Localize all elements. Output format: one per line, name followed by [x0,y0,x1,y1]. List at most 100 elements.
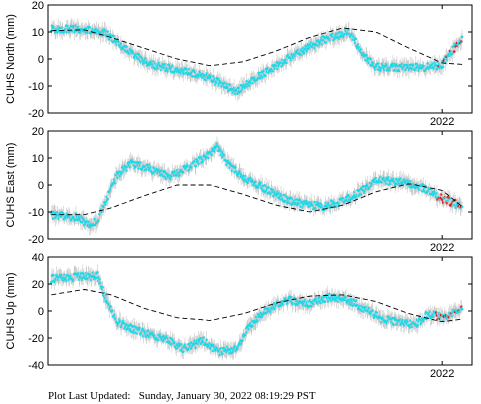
y-tick-label: -20 [28,234,44,246]
data-point [341,197,345,200]
data-point [197,162,200,166]
data-point [204,157,208,161]
data-point [218,353,222,357]
data-point [244,174,247,178]
y-axis-label: CUHS North (mm) [5,14,17,104]
data-point [354,37,358,41]
y-tick-label: 0 [38,54,44,66]
y-tick-label: -40 [28,360,44,372]
data-point [272,302,276,305]
x-tick-label: 2022 [430,368,454,380]
data-point [344,295,348,299]
y-axis-label: CUHS East (mm) [5,143,17,228]
y-tick-label: -20 [28,108,44,120]
data-point [449,197,452,200]
data-point [367,306,371,310]
data-point [397,69,401,73]
data-point [441,65,445,69]
data-point [313,200,317,204]
recent-point [452,50,456,53]
data-point [163,63,167,66]
data-point [371,309,375,312]
data-point [88,25,91,29]
data-points [50,136,464,236]
data-point [327,299,330,303]
data-point [393,62,397,66]
data-point [408,326,412,329]
data-point [62,212,65,215]
data-point [448,54,451,57]
data-point [202,158,205,162]
data-point [120,172,123,175]
north-panel: -20 -10 0 10 20 2022 CUHS North (mm) [5,0,473,128]
data-point [300,200,304,204]
data-point [271,70,275,73]
y-tick-label: 20 [32,279,44,291]
data-point [338,30,342,34]
data-point [122,321,126,325]
data-point [166,70,170,73]
data-point [264,74,267,77]
data-point [360,193,363,196]
data-point [245,79,248,83]
data-point [420,190,424,193]
data-point [204,78,208,82]
recent-point [460,40,463,43]
data-point [66,25,70,28]
data-point [433,189,436,193]
trend-curve [51,27,463,67]
y-tick-label: 10 [32,153,44,165]
x-tick-label: 2022 [430,242,454,254]
data-point [329,199,333,202]
footer-label: Plot Last Updated: [48,390,131,402]
data-point [262,69,266,73]
data-point [162,339,165,343]
up-panel: -40 -20 0 20 40 2022 CUHS Up (mm) [5,252,473,380]
data-point [234,166,238,169]
data-point [460,35,464,39]
data-point [210,153,214,157]
data-point [223,153,226,157]
data-point [112,34,115,38]
data-point [460,307,464,311]
data-point [303,298,307,302]
data-point [125,169,128,172]
data-point [125,45,128,48]
data-point [399,177,403,180]
data-point [128,328,132,331]
data-point [367,61,371,65]
data-point [216,77,220,80]
data-point [156,338,160,342]
data-point [315,297,318,301]
data-point [451,52,454,56]
data-point [202,336,206,339]
data-point [128,165,132,169]
data-point [138,53,141,56]
data-point [62,279,66,282]
data-point [51,217,55,220]
data-point [432,315,435,319]
data-point [52,274,55,277]
data-point [182,350,185,354]
x-tick-label: 2022 [430,116,454,128]
y-tick-label: 0 [38,306,44,318]
east-panel: -20 -10 0 10 20 2022 CUHS East (mm) [5,126,473,254]
data-point [194,346,198,349]
data-point [305,50,309,53]
data-point [375,311,379,314]
y-tick-label: -20 [28,333,44,345]
data-point [324,41,328,44]
data-point [230,169,234,172]
data-point [280,65,283,68]
data-point [96,271,99,274]
data-point [147,168,151,172]
data-point [106,197,110,201]
data-point [215,142,219,146]
data-point [236,92,239,95]
y-tick-label: 20 [32,126,44,138]
trend-curve [51,183,463,216]
data-point [379,69,383,72]
data-point [152,60,155,63]
data-point [421,183,425,186]
